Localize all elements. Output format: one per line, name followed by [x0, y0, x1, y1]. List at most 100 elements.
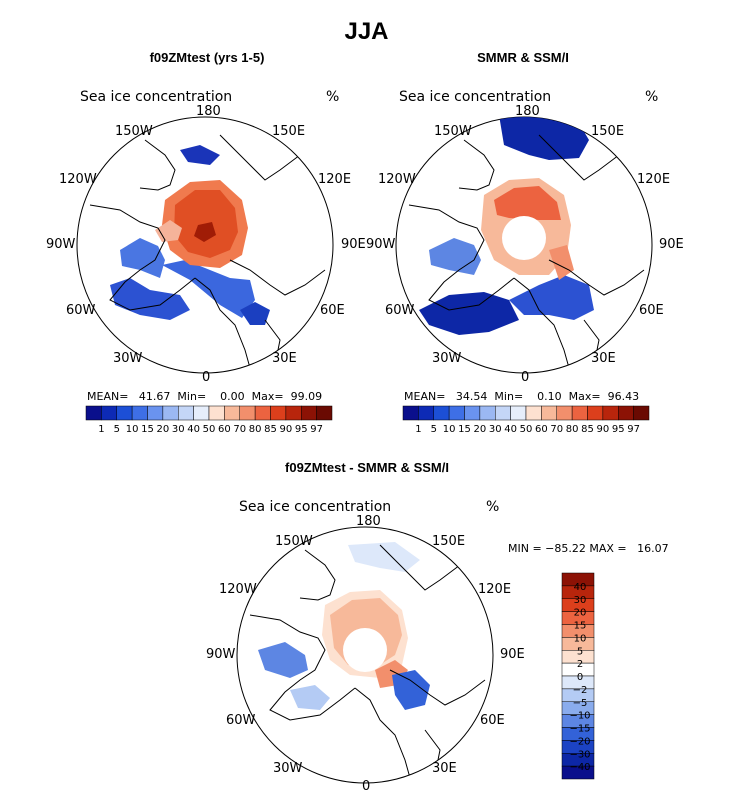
panel3-units: %	[486, 499, 500, 515]
panel2-ice-eastern	[549, 245, 574, 280]
panel3-title: f09ZMtest - SMMR & SSM/I	[285, 460, 449, 475]
panel3-diff-bering	[348, 542, 420, 572]
panel2-max-label: Max=	[568, 390, 601, 403]
panel1-colorbar-tick-label: 85	[264, 424, 277, 435]
panel2-colorbar-tick-label: 1	[415, 424, 421, 435]
panel3-colorbar-tick-label: −10	[569, 711, 590, 722]
panel2-lon-90w: 90W	[366, 237, 396, 252]
panel1-min-label: Min=	[177, 390, 207, 403]
panel1-colorbar-swatch	[131, 405, 148, 421]
panel1-lon-60e: 60E	[320, 303, 345, 318]
panel2-max-value: 96.43	[607, 390, 640, 403]
panel2-lon-150e: 150E	[591, 124, 625, 139]
panel2-lon-120e: 120E	[637, 172, 671, 187]
panel1-colorbar-swatch	[85, 405, 102, 421]
panel1-title: f09ZMtest (yrs 1-5)	[149, 50, 265, 65]
panel2-lon-150w: 150W	[434, 124, 472, 139]
panel1-colorbar-tick-label: 95	[295, 424, 308, 435]
panel2-colorbar-tick-label: 85	[581, 424, 594, 435]
panel3-diff-barents	[392, 670, 430, 710]
panel2-colorbar-swatch	[571, 405, 588, 421]
panel1-ice-bering	[180, 145, 220, 165]
panel1-colorbar-tick-label: 5	[114, 424, 120, 435]
panel1-lon-150e: 150E	[272, 124, 306, 139]
panel2-polar-map	[395, 116, 653, 374]
panel3-colorbar-tick-label: 30	[574, 595, 587, 606]
panel1-colorbar-tick-label: 60	[218, 424, 231, 435]
panel2-colorbar-swatch	[587, 405, 604, 421]
panel3-lon-60w: 60W	[226, 713, 256, 728]
panel3-lon-60e: 60E	[480, 713, 505, 728]
panel1-min-value: 0.00	[220, 390, 245, 403]
panel1-colorbar-swatch	[301, 405, 317, 421]
panel2-lon-30w: 30W	[432, 351, 462, 366]
panel2-min-value: 0.10	[537, 390, 562, 403]
panel1-max-value: 99.09	[290, 390, 323, 403]
panel1-colorbar-swatch	[193, 405, 210, 421]
panel3-colorbar-tick-label: 0	[577, 672, 583, 683]
panel1-colorbar-swatch	[224, 405, 240, 421]
panel3-lon-120e: 120E	[478, 582, 512, 597]
panel3-lon-30e: 30E	[432, 761, 457, 776]
panel2-colorbar-swatch	[495, 405, 511, 421]
panel2-ice-hudson	[429, 238, 481, 275]
panel2-ice-pack-inner	[494, 186, 561, 220]
panel2-stats: MEAN= 34.54 Min= 0.10 Max= 96.43	[404, 390, 639, 403]
panel2-lon-180: 180	[515, 104, 540, 119]
panel3-colorbar-tick-label: 2	[577, 659, 583, 670]
panel3-colorbar-tick-label: −30	[569, 749, 590, 760]
panel2-colorbar-swatch	[541, 405, 557, 421]
panel3-colorbar-tick-label: −40	[569, 762, 590, 773]
panel1-colorbar-tick-label: 80	[249, 424, 262, 435]
panel1-ice-pack-core	[194, 222, 216, 242]
panel2-colorbar-tick-label: 5	[431, 424, 437, 435]
panel1-colorbar-tick-label: 90	[280, 424, 293, 435]
panel3-colorbar-tick-label: 15	[574, 621, 587, 632]
panel3-colorbar-tick-label: −5	[573, 698, 588, 709]
panel1-colorbar-swatch	[316, 405, 333, 421]
panel1-lon-150w: 150W	[115, 124, 153, 139]
panel1-mean-value: 41.67	[138, 390, 171, 403]
panel1-colorbar-swatch	[101, 405, 117, 421]
panel3-lon-150e: 150E	[432, 534, 466, 549]
panel2-coastlines	[408, 134, 645, 373]
panel1-lon-30w: 30W	[113, 351, 143, 366]
panel3-colorbar-tick-label: 5	[577, 646, 583, 657]
panel3-colorbar-tick-label: 10	[574, 633, 587, 644]
panel2-colorbar-tick-label: 80	[566, 424, 579, 435]
panel1-colorbar-swatch	[162, 405, 179, 421]
panel1-colorbar-tick-label: 1	[98, 424, 104, 435]
panel1-colorbar-tick-label: 50	[203, 424, 216, 435]
panel1-colorbar-swatch	[285, 405, 302, 421]
panel1-colorbar: 1 5 10 15 20 30 40 50 60 70 80 85 90 95 97	[85, 405, 333, 435]
panel2-colorbar-tick-label: 50	[520, 424, 533, 435]
panel3-colorbar-tick-label: −2	[573, 685, 588, 696]
panel1-lon-120e: 120E	[318, 172, 352, 187]
panel3-coastlines	[249, 544, 486, 783]
panel2-variable-label: Sea ice concentration	[399, 89, 552, 105]
panel1-colorbar-swatch	[178, 405, 194, 421]
panel3-lon-90w: 90W	[206, 647, 236, 662]
panel1-lon-0: 0	[202, 370, 211, 385]
panel1-stats: MEAN= 41.67 Min= 0.00 Max= 99.09	[87, 390, 322, 403]
panel3-colorbar-tick-label: 40	[574, 582, 587, 593]
panel1-lon-90e: 90E	[341, 237, 366, 252]
panel2-colorbar-swatch	[433, 405, 450, 421]
panel1-colorbar-swatch	[254, 405, 271, 421]
panel1-polar-map	[76, 116, 334, 374]
panel2-colorbar-tick-label: 20	[474, 424, 487, 435]
panel2-colorbar-swatch	[525, 405, 542, 421]
panel1-units: %	[326, 89, 340, 105]
panel2-colorbar-tick-label: 15	[458, 424, 471, 435]
panel2-lon-90e: 90E	[659, 237, 684, 252]
panel1-variable-label: Sea ice concentration	[80, 89, 233, 105]
panel1-colorbar-tick-label: 97	[310, 424, 323, 435]
panel1-colorbar-tick-label: 40	[187, 424, 200, 435]
panel2-colorbar-swatch	[602, 405, 619, 421]
panel1-colorbar-tick-label: 20	[157, 424, 170, 435]
panel2-lon-120w: 120W	[378, 172, 416, 187]
panel2-colorbar-tick-label: 95	[612, 424, 625, 435]
panel2-lon-60e: 60E	[639, 303, 664, 318]
panel1-colorbar-tick-label: 15	[141, 424, 154, 435]
panel2-lon-30e: 30E	[591, 351, 616, 366]
